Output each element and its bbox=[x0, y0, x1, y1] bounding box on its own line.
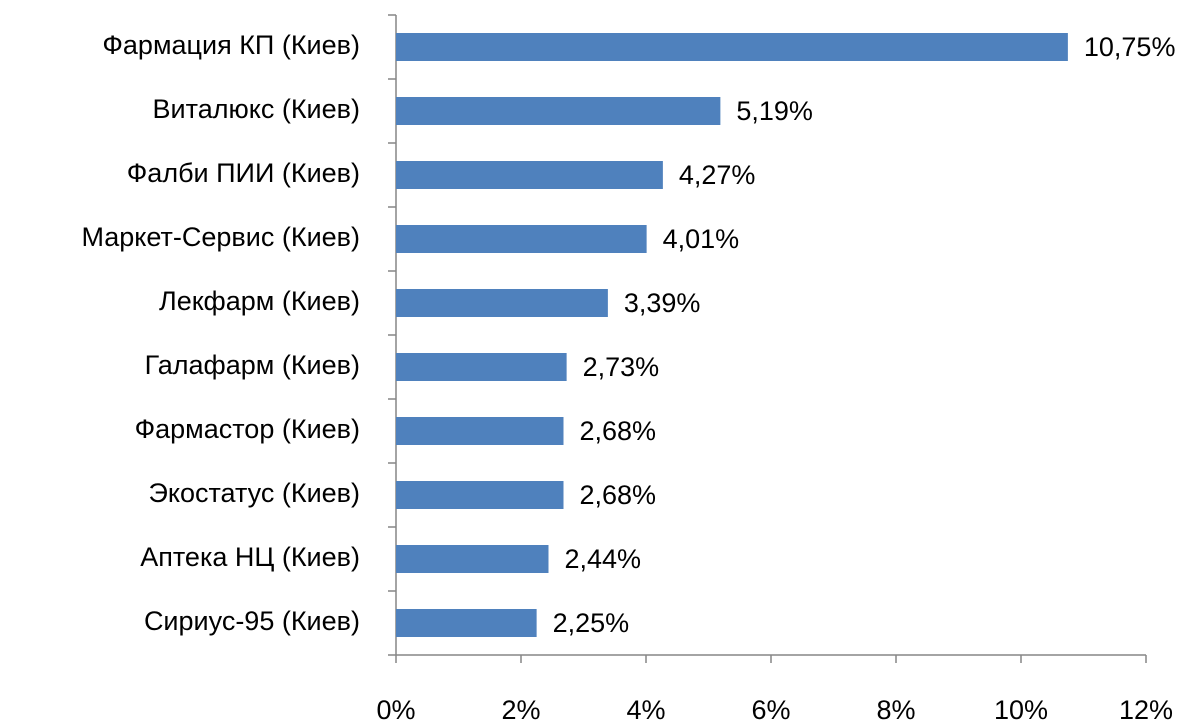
bar bbox=[396, 609, 537, 637]
value-label: 2,68% bbox=[580, 480, 657, 510]
bar bbox=[396, 33, 1068, 61]
bar bbox=[396, 289, 608, 317]
value-label: 2,25% bbox=[553, 608, 630, 638]
bar bbox=[396, 97, 721, 125]
bar bbox=[396, 225, 647, 253]
y-tick-label: Сириус-95 (Киев) bbox=[144, 606, 360, 636]
y-tick-label: Фалби ПИИ (Киев) bbox=[127, 158, 360, 188]
value-label: 10,75% bbox=[1084, 32, 1176, 62]
y-tick-label: Фармастор (Киев) bbox=[135, 414, 360, 444]
y-tick-label: Виталюкс (Киев) bbox=[153, 94, 360, 124]
y-tick-label: Экостатус (Киев) bbox=[148, 478, 360, 508]
value-label: 4,27% bbox=[679, 160, 756, 190]
bar bbox=[396, 353, 567, 381]
x-tick-label: 0% bbox=[376, 695, 415, 723]
value-label: 2,73% bbox=[583, 352, 660, 382]
y-tick-label: Фармация КП (Киев) bbox=[102, 30, 360, 60]
x-tick-label: 12% bbox=[1119, 695, 1173, 723]
y-tick-label: Маркет-Сервис (Киев) bbox=[81, 222, 360, 252]
y-tick-label: Аптека НЦ (Киев) bbox=[140, 542, 360, 572]
bar bbox=[396, 417, 564, 445]
y-tick-label: Галафарм (Киев) bbox=[145, 350, 360, 380]
bar bbox=[396, 161, 663, 189]
value-label: 4,01% bbox=[663, 224, 740, 254]
value-label: 5,19% bbox=[736, 96, 813, 126]
x-tick-label: 10% bbox=[994, 695, 1048, 723]
x-tick-label: 8% bbox=[876, 695, 915, 723]
bar bbox=[396, 481, 564, 509]
bar bbox=[396, 545, 549, 573]
x-tick-label: 4% bbox=[626, 695, 665, 723]
value-label: 2,44% bbox=[565, 544, 642, 574]
y-tick-label: Лекфарм (Киев) bbox=[159, 286, 360, 316]
value-label: 3,39% bbox=[624, 288, 701, 318]
x-tick-label: 2% bbox=[501, 695, 540, 723]
x-tick-label: 6% bbox=[751, 695, 790, 723]
value-label: 2,68% bbox=[580, 416, 657, 446]
